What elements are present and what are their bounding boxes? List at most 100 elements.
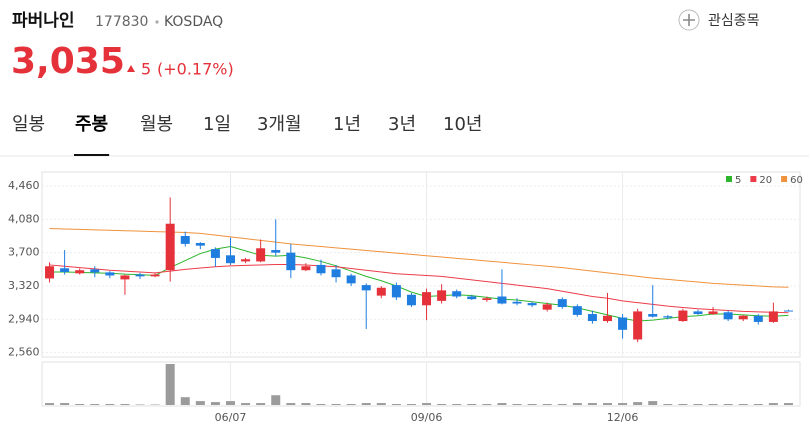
- candle-body: [482, 298, 492, 301]
- volume-bar: [557, 404, 567, 405]
- candle-body: [512, 301, 522, 304]
- tab[interactable]: 월봉: [140, 114, 173, 135]
- tab[interactable]: 3개월: [257, 114, 302, 135]
- volume-bar: [693, 404, 703, 405]
- candle-body: [783, 310, 793, 312]
- plus: [683, 14, 695, 26]
- volume-bar: [301, 403, 311, 405]
- candle-body: [346, 275, 356, 284]
- watch-button[interactable]: 관심종목: [678, 9, 760, 31]
- candle-body: [678, 310, 688, 322]
- volume-bar: [331, 404, 341, 405]
- tab-underline: [74, 154, 110, 156]
- volume-bar: [422, 403, 432, 405]
- volume-bar: [346, 404, 356, 405]
- volume-bar: [165, 364, 175, 405]
- volume-bar: [572, 403, 582, 405]
- volume-bar: [603, 403, 612, 405]
- candle-body: [316, 264, 326, 274]
- candle-body: [376, 287, 386, 296]
- candle-body: [557, 299, 567, 308]
- candle-body: [331, 269, 341, 278]
- volume-bar: [678, 404, 688, 405]
- volume-bar: [286, 403, 296, 405]
- candle-body: [391, 285, 401, 298]
- candle-body: [572, 306, 582, 315]
- legend-swatch: [750, 176, 757, 182]
- volume-bar: [482, 404, 492, 405]
- candle-body: [618, 317, 628, 330]
- tab[interactable]: 주봉: [75, 114, 108, 135]
- watch-label: 관심종목: [708, 13, 760, 29]
- tab[interactable]: 3년: [388, 114, 416, 135]
- change: 5: [141, 60, 151, 79]
- candle-body: [603, 315, 612, 322]
- candle-body: [693, 311, 703, 315]
- candle-body: [301, 266, 311, 271]
- volume-bar: [45, 403, 55, 405]
- volume-bar: [738, 404, 748, 405]
- y-tick-label: 3,320: [8, 279, 40, 292]
- volume-bar: [768, 403, 778, 405]
- y-tick-label: 3,700: [8, 246, 40, 259]
- volume-bar: [241, 403, 251, 405]
- candle-body: [527, 303, 537, 306]
- volume-bar: [90, 404, 100, 405]
- candle-body: [75, 270, 85, 274]
- volume-bar: [467, 404, 477, 405]
- candle-body: [723, 312, 733, 320]
- volume-bar: [180, 397, 190, 405]
- stock-name: 파버나인: [12, 11, 75, 31]
- volume-bar: [512, 404, 522, 405]
- candle-body: [271, 250, 281, 253]
- moving-average: [49, 228, 789, 288]
- legend-label: 5: [735, 175, 741, 186]
- candle-body: [165, 223, 175, 271]
- volume-bar: [210, 402, 220, 405]
- tab[interactable]: 1일: [203, 114, 231, 135]
- y-tick-label: 4,080: [8, 212, 40, 225]
- volume-bar: [271, 395, 281, 405]
- volume-bar: [60, 403, 70, 405]
- y-tick-label: 4,460: [8, 179, 40, 192]
- candle-body: [286, 252, 296, 271]
- price-frame: [41, 171, 801, 358]
- tab[interactable]: 일봉: [12, 114, 45, 135]
- volume-bar: [663, 404, 673, 405]
- stock-code: 177830: [95, 14, 148, 30]
- legend-swatch: [726, 176, 732, 182]
- legend-swatch: [781, 176, 788, 182]
- volume-bar: [723, 404, 733, 405]
- tab[interactable]: 1년: [333, 114, 361, 135]
- candle-body: [361, 285, 371, 291]
- candle-body: [45, 266, 55, 279]
- candle-body: [663, 316, 673, 318]
- candle-body: [226, 255, 235, 264]
- moving-average: [49, 246, 789, 322]
- separator: [155, 20, 159, 24]
- market: KOSDAQ: [164, 14, 223, 30]
- volume-bar: [648, 401, 658, 405]
- candle-body: [180, 236, 190, 244]
- tab[interactable]: 10년: [443, 114, 482, 135]
- candle-body: [135, 274, 145, 277]
- volume-bar: [376, 403, 386, 405]
- candle-body: [633, 311, 643, 340]
- volume-bar: [527, 404, 537, 405]
- candle-body: [256, 248, 266, 262]
- y-tick-label: 2,560: [8, 346, 40, 359]
- candle-body: [437, 290, 447, 301]
- volume-frame: [41, 361, 801, 407]
- volume-bar: [105, 404, 115, 405]
- volume-bar: [361, 403, 371, 405]
- volume-bar: [120, 404, 130, 405]
- candle-body: [452, 291, 462, 297]
- candle-body: [648, 314, 658, 317]
- x-tick-label: 06/07: [215, 411, 247, 424]
- x-tick-label: 09/06: [411, 411, 443, 424]
- candle-body: [422, 292, 432, 306]
- volume-bar: [195, 401, 205, 405]
- volume-bar: [256, 403, 266, 405]
- volume-bar: [452, 404, 462, 405]
